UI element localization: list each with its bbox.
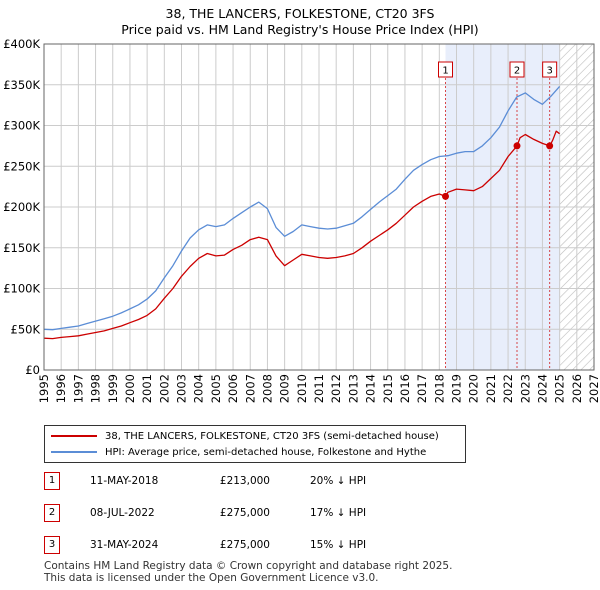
x-tick-label: 1996 bbox=[54, 374, 68, 403]
sale-marker-label: 2 bbox=[514, 66, 520, 77]
legend-label-hpi: HPI: Average price, semi-detached house,… bbox=[105, 446, 427, 458]
sale-hpi-diff: 17% ↓ HPI bbox=[310, 507, 367, 519]
x-tick-label: 2013 bbox=[346, 374, 360, 403]
sale-row: 2 08-JUL-2022 £275,000 17% ↓ HPI bbox=[0, 504, 600, 524]
sale-marker-box bbox=[509, 61, 525, 78]
y-tick-label: £50K bbox=[11, 322, 41, 336]
x-tick-label: 2018 bbox=[432, 374, 446, 403]
x-tick-label: 2019 bbox=[450, 374, 464, 403]
property-price-line bbox=[43, 130, 560, 340]
x-tick-label: 2001 bbox=[140, 374, 154, 403]
x-tick-label: 2003 bbox=[175, 374, 189, 403]
sale-hpi-diff: 20% ↓ HPI bbox=[310, 475, 367, 487]
sale-number: 2 bbox=[44, 504, 60, 522]
x-tick-label: 2015 bbox=[381, 374, 395, 403]
chart-subtitle: Price paid vs. HM Land Registry's House … bbox=[121, 22, 479, 37]
x-tick-label: 2008 bbox=[260, 374, 274, 403]
x-tick-label: 2005 bbox=[209, 374, 223, 403]
x-tick-label: 2016 bbox=[398, 374, 412, 403]
x-tick-label: 2027 bbox=[587, 374, 600, 403]
x-tick-label: 2011 bbox=[312, 374, 326, 403]
x-tick-label: 2014 bbox=[364, 374, 378, 403]
y-tick-label: £100K bbox=[3, 282, 40, 296]
x-tick-label: 2025 bbox=[553, 374, 567, 403]
sale-point bbox=[513, 142, 521, 150]
sale-point bbox=[442, 192, 449, 200]
sale-number: 1 bbox=[44, 472, 60, 490]
y-tick-label: £150K bbox=[3, 241, 40, 255]
x-tick-label: 2006 bbox=[226, 374, 240, 403]
sale-marker-box bbox=[542, 61, 558, 78]
x-tick-label: 2024 bbox=[535, 374, 549, 403]
price-chart: £0 £50K £100K £150K £200K £250K £300K £350K £400… bbox=[3, 37, 600, 403]
legend: 38, THE LANCERS, FOLKESTONE, CT20 3FS (s… bbox=[44, 425, 466, 463]
legend-label-property: 38, THE LANCERS, FOLKESTONE, CT20 3FS (s… bbox=[105, 430, 439, 442]
sale-date: 08-JUL-2022 bbox=[90, 507, 155, 519]
x-tick-label: 2022 bbox=[501, 374, 515, 403]
footer-licence: This data is licensed under the Open Gov… bbox=[44, 572, 379, 584]
sale-hpi-diff: 15% ↓ HPI bbox=[310, 539, 367, 551]
x-tick-label: 2021 bbox=[484, 374, 498, 403]
x-tick-label: 2004 bbox=[192, 374, 206, 403]
sale-price: £275,000 bbox=[219, 507, 270, 519]
footer-copyright: Contains HM Land Registry data © Crown c… bbox=[44, 560, 453, 572]
x-tick-label: 2007 bbox=[243, 374, 257, 403]
x-tick-label: 1998 bbox=[89, 374, 103, 403]
y-tick-label: £400K bbox=[3, 37, 40, 51]
x-tick-label: 2012 bbox=[329, 374, 343, 403]
plot-frame bbox=[43, 43, 595, 371]
x-tick-label: 2026 bbox=[570, 374, 584, 403]
x-tick-label: 2023 bbox=[518, 374, 532, 403]
sale-number: 3 bbox=[44, 536, 60, 554]
legend-item-hpi: HPI: Average price, semi-detached house,… bbox=[51, 445, 426, 459]
sale-point bbox=[546, 142, 554, 150]
y-tick-label: £200K bbox=[3, 200, 40, 214]
y-tick-label: £250K bbox=[3, 159, 40, 173]
sale-row: 1 11-MAY-2018 £213,000 20% ↓ HPI bbox=[0, 472, 600, 492]
y-tick-label: £350K bbox=[3, 78, 40, 92]
sale-date: 11-MAY-2018 bbox=[90, 475, 159, 487]
x-tick-label: 2017 bbox=[415, 374, 429, 403]
x-tick-label: 1997 bbox=[71, 374, 85, 403]
x-tick-label: 2002 bbox=[157, 374, 171, 403]
x-tick-label: 2020 bbox=[467, 374, 481, 403]
chart-title: 38, THE LANCERS, FOLKESTONE, CT20 3FS bbox=[165, 6, 435, 21]
hpi-line bbox=[43, 85, 561, 331]
x-tick-label: 1999 bbox=[106, 374, 120, 403]
sale-price: £275,000 bbox=[219, 539, 270, 551]
x-tick-label: 2000 bbox=[123, 374, 137, 403]
x-tick-label: 2010 bbox=[295, 374, 309, 403]
sale-marker-label: 3 bbox=[546, 66, 552, 77]
sale-marker-label: 1 bbox=[442, 66, 448, 77]
legend-item-property: 38, THE LANCERS, FOLKESTONE, CT20 3FS (s… bbox=[51, 429, 439, 443]
sale-marker-box bbox=[438, 61, 453, 78]
legend-swatch-hpi bbox=[51, 451, 97, 453]
y-tick-label: £0 bbox=[25, 363, 40, 377]
legend-swatch-property bbox=[51, 435, 97, 437]
sale-price: £213,000 bbox=[219, 475, 270, 487]
x-tick-label: 1995 bbox=[37, 374, 51, 403]
y-tick-label: £300K bbox=[3, 119, 40, 133]
sale-date: 31-MAY-2024 bbox=[90, 539, 159, 551]
sale-row: 3 31-MAY-2024 £275,000 15% ↓ HPI bbox=[0, 536, 600, 556]
x-tick-label: 2009 bbox=[278, 374, 292, 403]
